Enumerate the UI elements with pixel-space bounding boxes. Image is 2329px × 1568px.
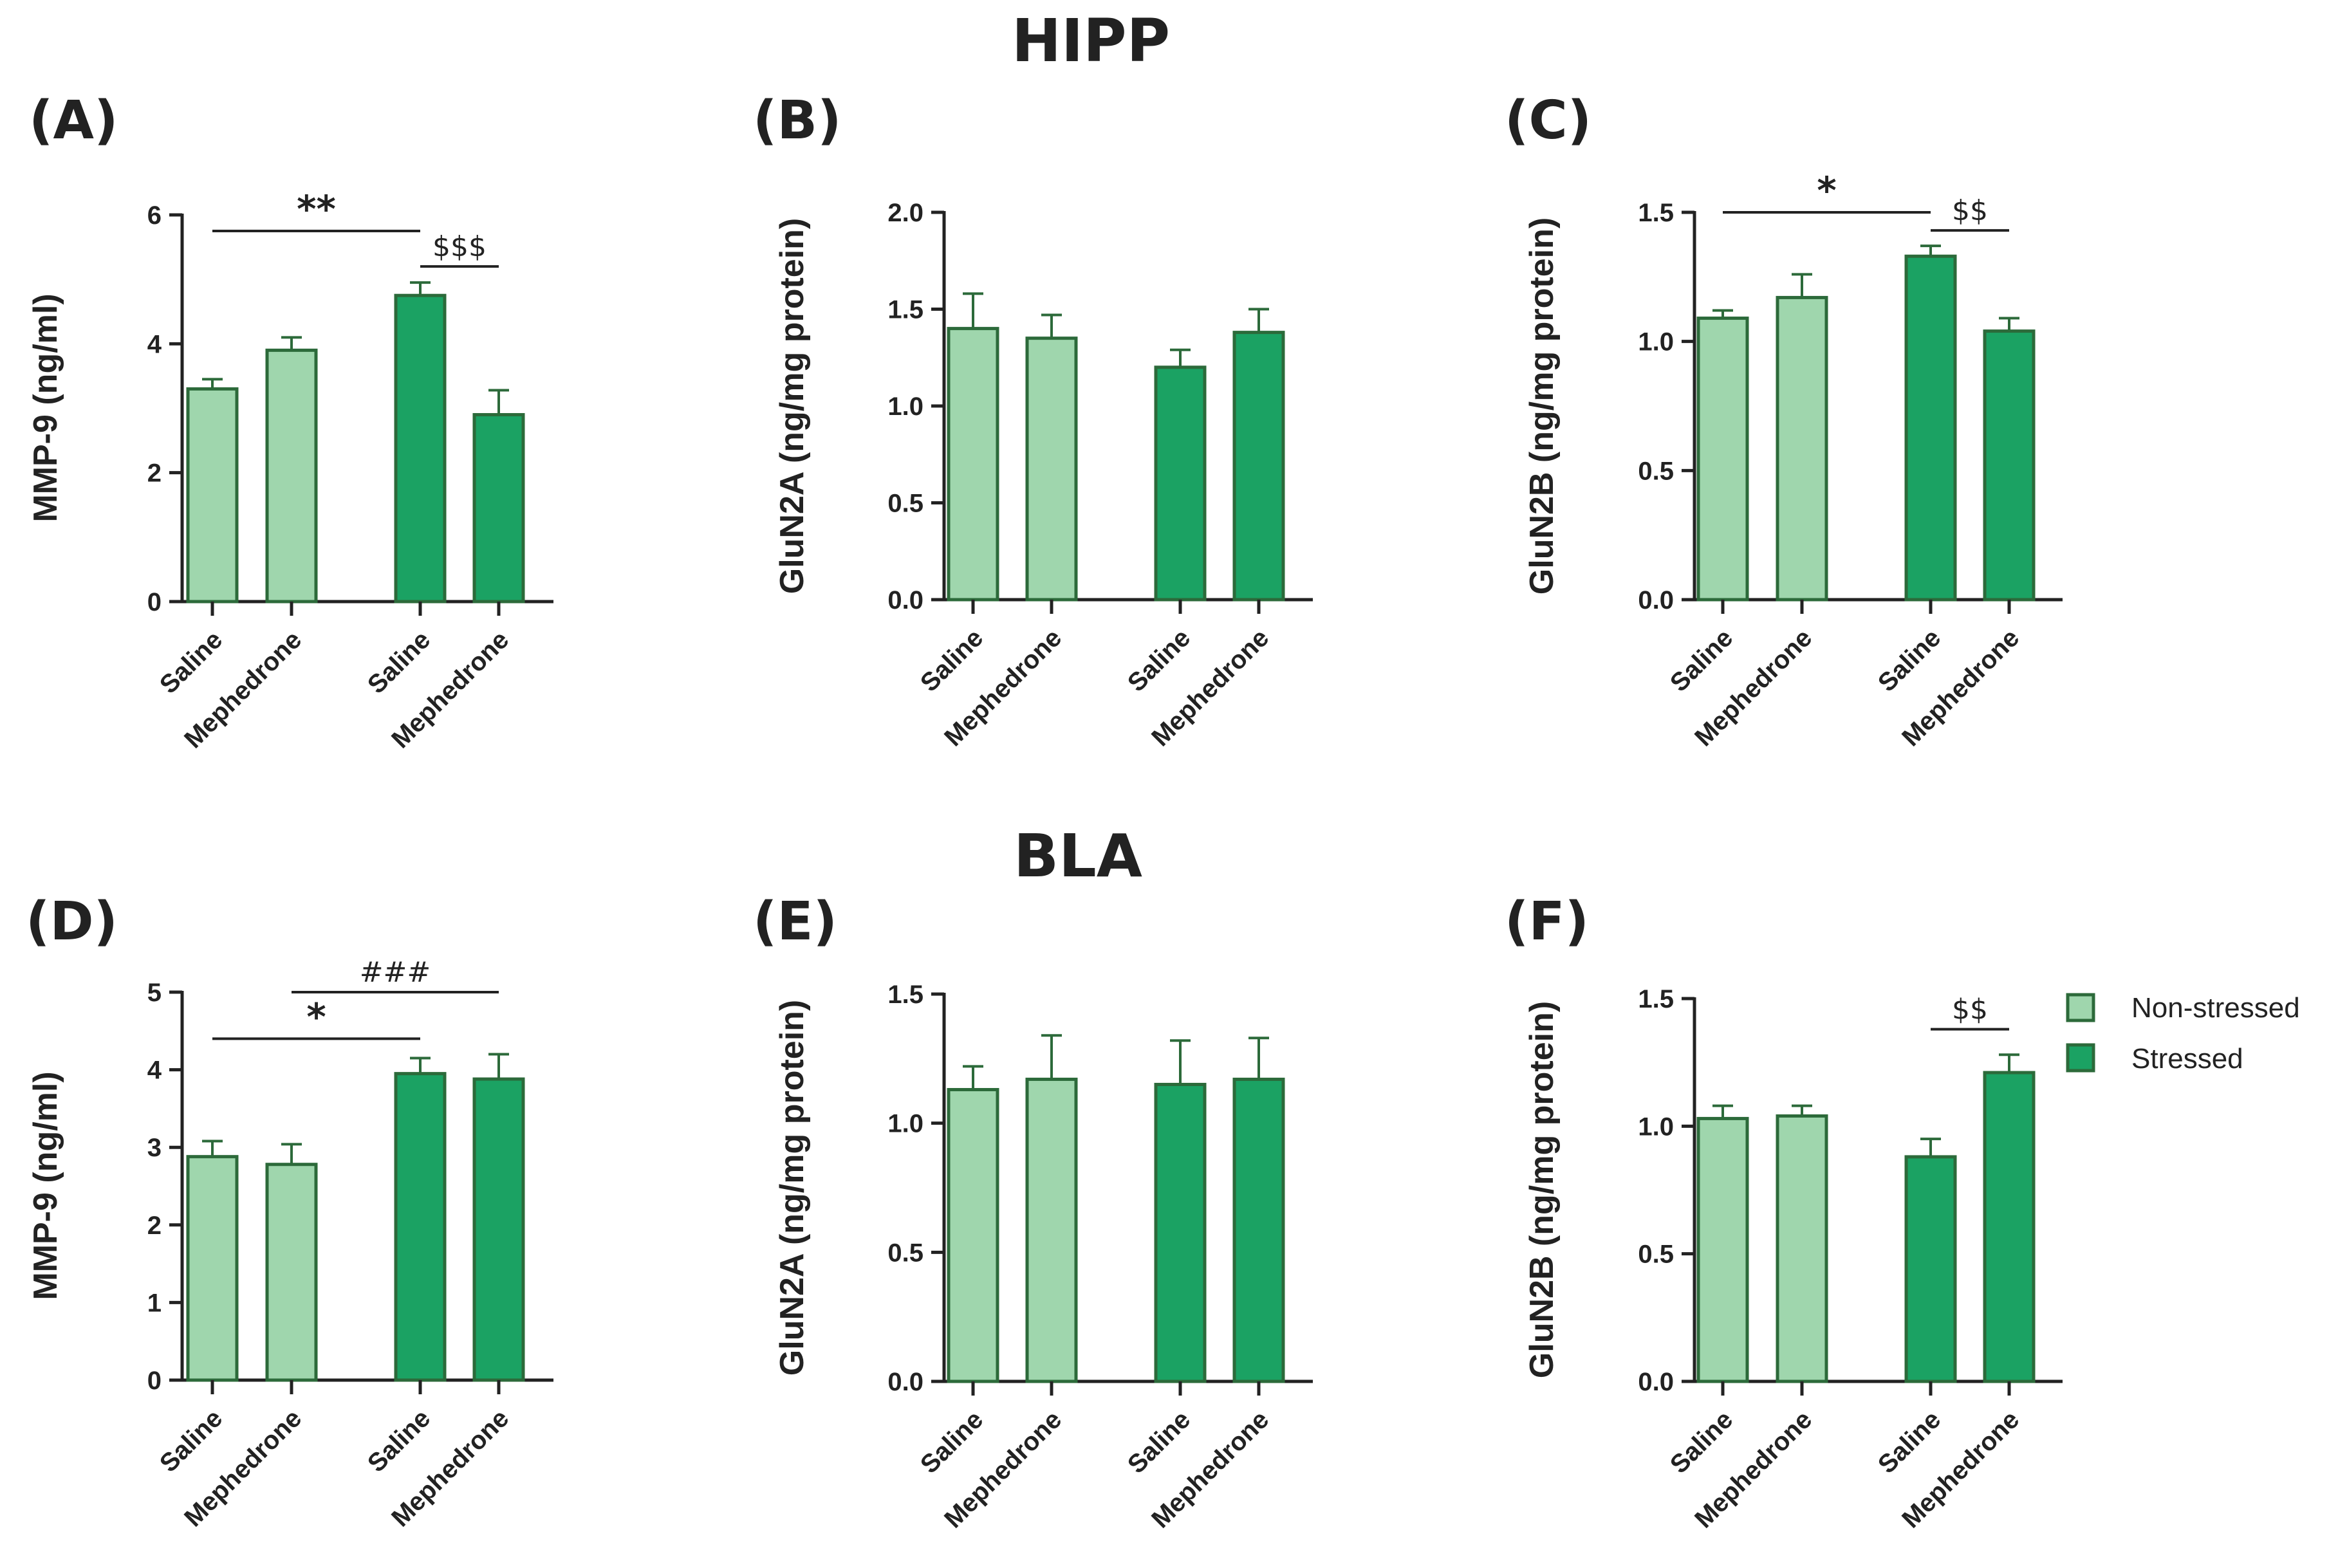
y-tick-label: 0.0 xyxy=(887,586,923,614)
y-tick-label: 2.0 xyxy=(887,199,923,227)
y-tick-label: 0.5 xyxy=(1638,457,1674,485)
bar xyxy=(1696,317,1749,602)
chart-panel-3: (C) GluN2B (ng/mg protein) 0.0 0.5 1.0 1.5 Sal… xyxy=(1505,90,2063,752)
x-category-label: Saline xyxy=(915,1405,988,1479)
y-axis-title: GluN2A (ng/mg protein) xyxy=(774,1000,811,1376)
y-tick-label: 0.5 xyxy=(887,1239,923,1267)
panel-label: (E) xyxy=(753,891,837,952)
y-tick-label: 0.0 xyxy=(887,1368,923,1396)
bar xyxy=(1696,1116,1749,1383)
y-tick-label: 1.5 xyxy=(1638,199,1674,227)
bar xyxy=(947,327,999,602)
x-category-label: Saline xyxy=(1122,623,1196,697)
y-tick-label: 2 xyxy=(147,1212,162,1240)
significance-label: ### xyxy=(360,956,431,989)
y-tick-label: 0 xyxy=(147,588,162,616)
panel-label: (A) xyxy=(29,90,118,151)
y-tick-label: 1.0 xyxy=(1638,328,1674,356)
bar xyxy=(1776,295,1828,602)
y-tick-label: 0 xyxy=(147,1367,162,1395)
bar xyxy=(186,1155,239,1382)
legend-label-stressed: Stressed xyxy=(2131,1043,2243,1075)
y-axis-title: GluN2B (ng/mg protein) xyxy=(1523,217,1561,595)
y-tick-label: 2 xyxy=(147,459,162,488)
chart-panel-6: (F) GluN2B (ng/mg protein) 0.0 0.5 1.0 1.5 Sal… xyxy=(1505,891,2063,1534)
y-tick-label: 0.0 xyxy=(1638,1368,1674,1396)
bar xyxy=(265,348,318,604)
panel-label: (C) xyxy=(1505,90,1591,151)
bar xyxy=(186,387,239,604)
y-tick-label: 0.5 xyxy=(887,490,923,518)
legend-swatch-non-stressed xyxy=(2066,993,2095,1022)
x-category-label: Saline xyxy=(1873,623,1946,697)
significance-label: * xyxy=(306,995,326,1038)
y-tick-label: 1.5 xyxy=(887,296,923,324)
y-axis-title: GluN2B (ng/mg protein) xyxy=(1523,1001,1561,1378)
y-tick-label: 1 xyxy=(147,1289,162,1317)
y-tick-label: 1.5 xyxy=(887,981,923,1009)
x-category-label: Saline xyxy=(1873,1405,1946,1479)
x-category-label: Saline xyxy=(362,1404,436,1477)
y-axis-title: GluN2A (ng/mg protein) xyxy=(774,218,811,594)
significance-label: $$$ xyxy=(432,230,487,263)
bar xyxy=(394,1072,447,1382)
y-tick-label: 5 xyxy=(147,979,162,1007)
y-tick-label: 1.5 xyxy=(1638,985,1674,1013)
x-category-label: Saline xyxy=(1665,1405,1738,1479)
legend-swatch-stressed xyxy=(2066,1043,2095,1073)
bar xyxy=(472,1077,525,1382)
y-tick-label: 1.0 xyxy=(1638,1112,1674,1141)
y-tick-label: 1.0 xyxy=(887,392,923,421)
y-tick-label: 0.5 xyxy=(1638,1241,1674,1269)
y-tick-label: 4 xyxy=(147,330,162,358)
bar xyxy=(265,1163,318,1382)
x-category-label: Saline xyxy=(915,623,988,697)
y-tick-label: 3 xyxy=(147,1134,162,1162)
y-axis-title: MMP-9 (ng/ml) xyxy=(27,293,64,522)
panel-label: (B) xyxy=(753,90,841,151)
bar xyxy=(1983,1071,2036,1383)
bar xyxy=(1025,337,1078,602)
y-tick-label: 6 xyxy=(147,201,162,230)
chart-panel-5: (E) GluN2A (ng/mg protein) 0.0 0.5 1.0 1.5 Sal… xyxy=(753,891,1313,1534)
legend-label-non-stressed: Non-stressed xyxy=(2131,992,2300,1024)
x-category-label: Saline xyxy=(362,625,436,699)
bar xyxy=(1025,1077,1078,1383)
chart-panel-2: (B) GluN2A (ng/mg protein) 0.0 0.5 1.0 1.5 2.0… xyxy=(753,90,1313,752)
bla-title: BLA xyxy=(1014,822,1142,890)
y-tick-label: 4 xyxy=(147,1056,162,1085)
significance-label: $$ xyxy=(1952,194,1988,227)
bar xyxy=(1776,1114,1828,1383)
x-category-label: Saline xyxy=(1665,623,1738,697)
bar xyxy=(1983,329,2036,602)
bar xyxy=(947,1087,999,1383)
bar xyxy=(1904,254,1957,602)
panel-label: (D) xyxy=(26,891,118,952)
x-category-label: Saline xyxy=(154,1404,228,1477)
y-axis-title: MMP-9 (ng/ml) xyxy=(27,1071,64,1300)
bar xyxy=(1154,365,1207,602)
panel-label: (F) xyxy=(1505,891,1589,952)
bar xyxy=(1232,331,1285,602)
legend: Non-stressed Stressed xyxy=(2066,992,2300,1075)
hipp-title: HIPP xyxy=(1012,6,1170,75)
significance-label: $$ xyxy=(1952,993,1988,1026)
y-tick-label: 1.0 xyxy=(887,1110,923,1138)
significance-label: ** xyxy=(297,187,336,231)
bar xyxy=(394,293,447,604)
bar xyxy=(1232,1077,1285,1383)
x-category-label: Saline xyxy=(154,625,228,699)
bar xyxy=(1154,1082,1207,1383)
bar xyxy=(472,413,525,604)
y-tick-label: 0.0 xyxy=(1638,586,1674,614)
x-category-label: Saline xyxy=(1122,1405,1196,1479)
significance-label: * xyxy=(1817,169,1836,212)
bar xyxy=(1904,1155,1957,1383)
